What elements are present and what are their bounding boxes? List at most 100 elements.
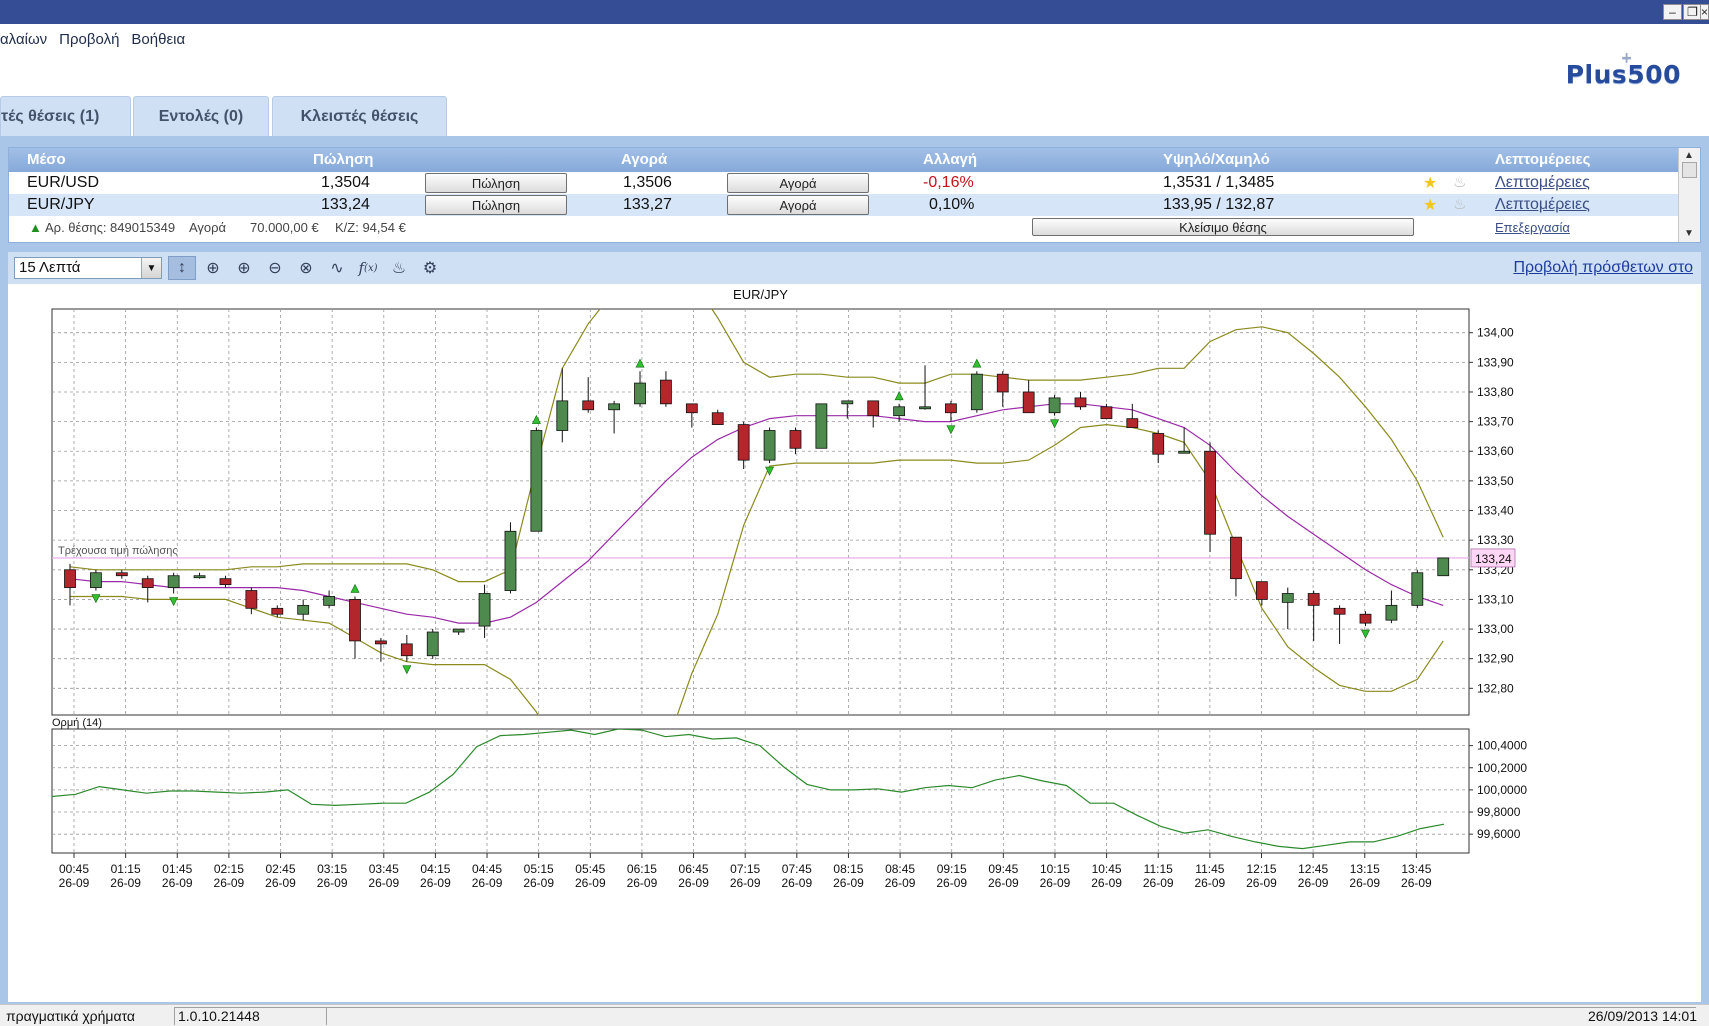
table-row[interactable]: EUR/USD 1,3504 Πώληση 1,3506 Αγορά -0,16… — [9, 172, 1678, 194]
x-tick-label-time: 05:45 — [575, 862, 605, 876]
close-position-button[interactable]: Κλείσιμο θέσης — [1032, 218, 1414, 236]
close-icon[interactable]: × — [1700, 4, 1709, 20]
cursor-icon[interactable]: ↕ — [168, 256, 196, 280]
timeframe-select[interactable]: 15 Λεπτά ▼ — [14, 257, 162, 279]
position-row[interactable]: ▲ Αρ. θέσης: 849015349 Αγορά 70.000,00 €… — [9, 216, 1678, 238]
menu-item-view[interactable]: Προβολή — [59, 30, 120, 48]
x-tick-label-date: 26-09 — [110, 876, 141, 890]
sell-signal-arrow — [1050, 419, 1060, 429]
x-tick-label-date: 26-09 — [833, 876, 864, 890]
menu-item-file[interactable]: αλαίων — [0, 30, 48, 48]
x-tick-label-date: 26-09 — [214, 876, 245, 890]
zoom-in-icon[interactable]: ⊕ — [237, 260, 251, 277]
candle-up — [1437, 557, 1450, 577]
candle-down — [1255, 581, 1268, 600]
settings-gear-icon[interactable]: ⚙ — [422, 260, 438, 277]
oscillator-y-tick-label: 100,4000 — [1477, 739, 1527, 753]
x-tick-label-date: 26-09 — [1143, 876, 1174, 890]
crosshair-icon[interactable]: ⊕ — [206, 260, 220, 277]
view-more-link[interactable]: Προβολή πρόσθετων στο — [1513, 259, 1693, 276]
candle-down — [349, 599, 361, 642]
sell-price: 1,3504 — [321, 174, 370, 191]
zoom-out-icon[interactable]: ⊖ — [268, 260, 282, 277]
scroll-up-icon[interactable]: ▲ — [1684, 150, 1694, 161]
x-tick-label-time: 04:45 — [472, 862, 502, 876]
x-tick-label-date: 26-09 — [1246, 876, 1277, 890]
col-header-sell[interactable]: Πώληση — [313, 151, 374, 168]
candle-up — [1178, 450, 1191, 454]
tab-orders[interactable]: Εντολές (0) — [133, 96, 269, 136]
y-tick-label: 132,80 — [1477, 681, 1514, 695]
x-tick-label-date: 26-09 — [1040, 876, 1071, 890]
oscillator-line — [52, 729, 1445, 850]
y-tick-label: 133,50 — [1477, 474, 1514, 488]
x-tick-label-time: 04:15 — [420, 862, 450, 876]
sell-button[interactable]: Πώληση — [425, 195, 567, 215]
tab-open-positions[interactable]: τές θέσεις (1) — [0, 96, 131, 136]
line-chart-icon[interactable]: ∿ — [330, 260, 344, 277]
x-tick-label-time: 01:15 — [111, 862, 141, 876]
details-link[interactable]: Λεπτομέρειες — [1495, 174, 1590, 191]
sell-signal-arrow — [765, 466, 775, 476]
buy-button[interactable]: Αγορά — [727, 195, 869, 215]
chart-area[interactable]: EUR/JPY 00:45 26-09 01:15 26-09 01:45 26-09 02:… — [8, 284, 1701, 1002]
bell-icon[interactable]: ♨ — [1453, 196, 1467, 213]
sell-button[interactable]: Πώληση — [425, 173, 567, 193]
grid-scrollbar[interactable]: ▲ ▼ — [1678, 148, 1700, 242]
col-header-change[interactable]: Αλλαγή — [923, 151, 978, 168]
x-tick-label-date: 26-09 — [575, 876, 606, 890]
table-row[interactable]: EUR/JPY 133,24 Πώληση 133,27 Αγορά 0,10%… — [9, 194, 1678, 216]
buy-signal-arrow — [894, 391, 904, 401]
col-header-instrument[interactable]: Μέσο — [27, 151, 66, 168]
price-chart[interactable]: EUR/JPY00:4526-0901:1526-0901:4526-0902:… — [8, 284, 1701, 1002]
function-icon[interactable]: f (x) — [358, 259, 378, 277]
details-link[interactable]: Λεπτομέρειες — [1495, 196, 1590, 213]
scroll-thumb[interactable] — [1682, 162, 1697, 178]
chevron-down-icon[interactable]: ▼ — [141, 258, 161, 278]
col-header-details[interactable]: Λεπτομέρειες — [1495, 151, 1591, 168]
candle-up — [634, 382, 646, 405]
zoom-reset-icon[interactable]: ⊗ — [299, 260, 313, 277]
status-panel — [326, 1007, 1696, 1025]
edit-link[interactable]: Επεξεργασία — [1495, 220, 1570, 235]
price-panel — [51, 308, 1470, 716]
app-version: 1.0.10.21448 — [178, 1008, 260, 1024]
sell-signal-arrow — [402, 665, 412, 675]
y-tick-label: 133,80 — [1477, 385, 1514, 399]
candle-down — [1022, 391, 1035, 414]
star-icon[interactable]: ★ — [1423, 197, 1438, 214]
col-header-high-low[interactable]: Υψηλό/Χαμηλό — [1163, 151, 1270, 168]
x-tick-label-time: 03:15 — [317, 862, 347, 876]
x-tick-label-date: 26-09 — [781, 876, 812, 890]
tab-closed-positions[interactable]: Κλειστές θέσεις — [272, 96, 447, 136]
instrument-name: EUR/JPY — [27, 196, 95, 213]
candle-up — [608, 403, 621, 411]
x-tick-label-date: 26-09 — [730, 876, 761, 890]
grid-header: Μέσο Πώληση Αγορά Αλλαγή Υψηλό/Χαμηλό Λε… — [9, 148, 1678, 172]
bell-icon[interactable]: ♨ — [1453, 174, 1467, 191]
candle-down — [245, 590, 258, 609]
y-tick-label: 133,90 — [1477, 355, 1514, 369]
candle-up — [90, 572, 102, 588]
alert-bell-icon[interactable]: ♨ — [391, 260, 407, 277]
position-pl: Κ/Ζ: 94,54 € — [335, 220, 406, 235]
timeframe-value: 15 Λεπτά — [19, 259, 81, 276]
x-tick-label-time: 11:15 — [1144, 862, 1173, 876]
minimize-icon[interactable]: – — [1663, 4, 1682, 20]
scroll-down-icon[interactable]: ▼ — [1684, 228, 1694, 239]
candle-up — [556, 400, 569, 431]
instruments-grid: Μέσο Πώληση Αγορά Αλλαγή Υψηλό/Χαμηλό Λε… — [8, 147, 1701, 243]
col-header-buy[interactable]: Αγορά — [621, 151, 668, 168]
menu-item-help[interactable]: Βοήθεια — [131, 30, 186, 48]
x-tick-label-date: 26-09 — [265, 876, 296, 890]
candle-down — [219, 578, 232, 586]
sell-signal-arrow — [946, 425, 956, 435]
candle-down — [1359, 613, 1372, 624]
x-tick-label-time: 03:45 — [369, 862, 399, 876]
x-tick-label-time: 07:15 — [730, 862, 760, 876]
candle-down — [400, 643, 413, 657]
x-tick-label-time: 08:45 — [885, 862, 915, 876]
star-icon[interactable]: ★ — [1423, 175, 1438, 192]
buy-price: 133,27 — [623, 196, 672, 213]
buy-button[interactable]: Αγορά — [727, 173, 869, 193]
